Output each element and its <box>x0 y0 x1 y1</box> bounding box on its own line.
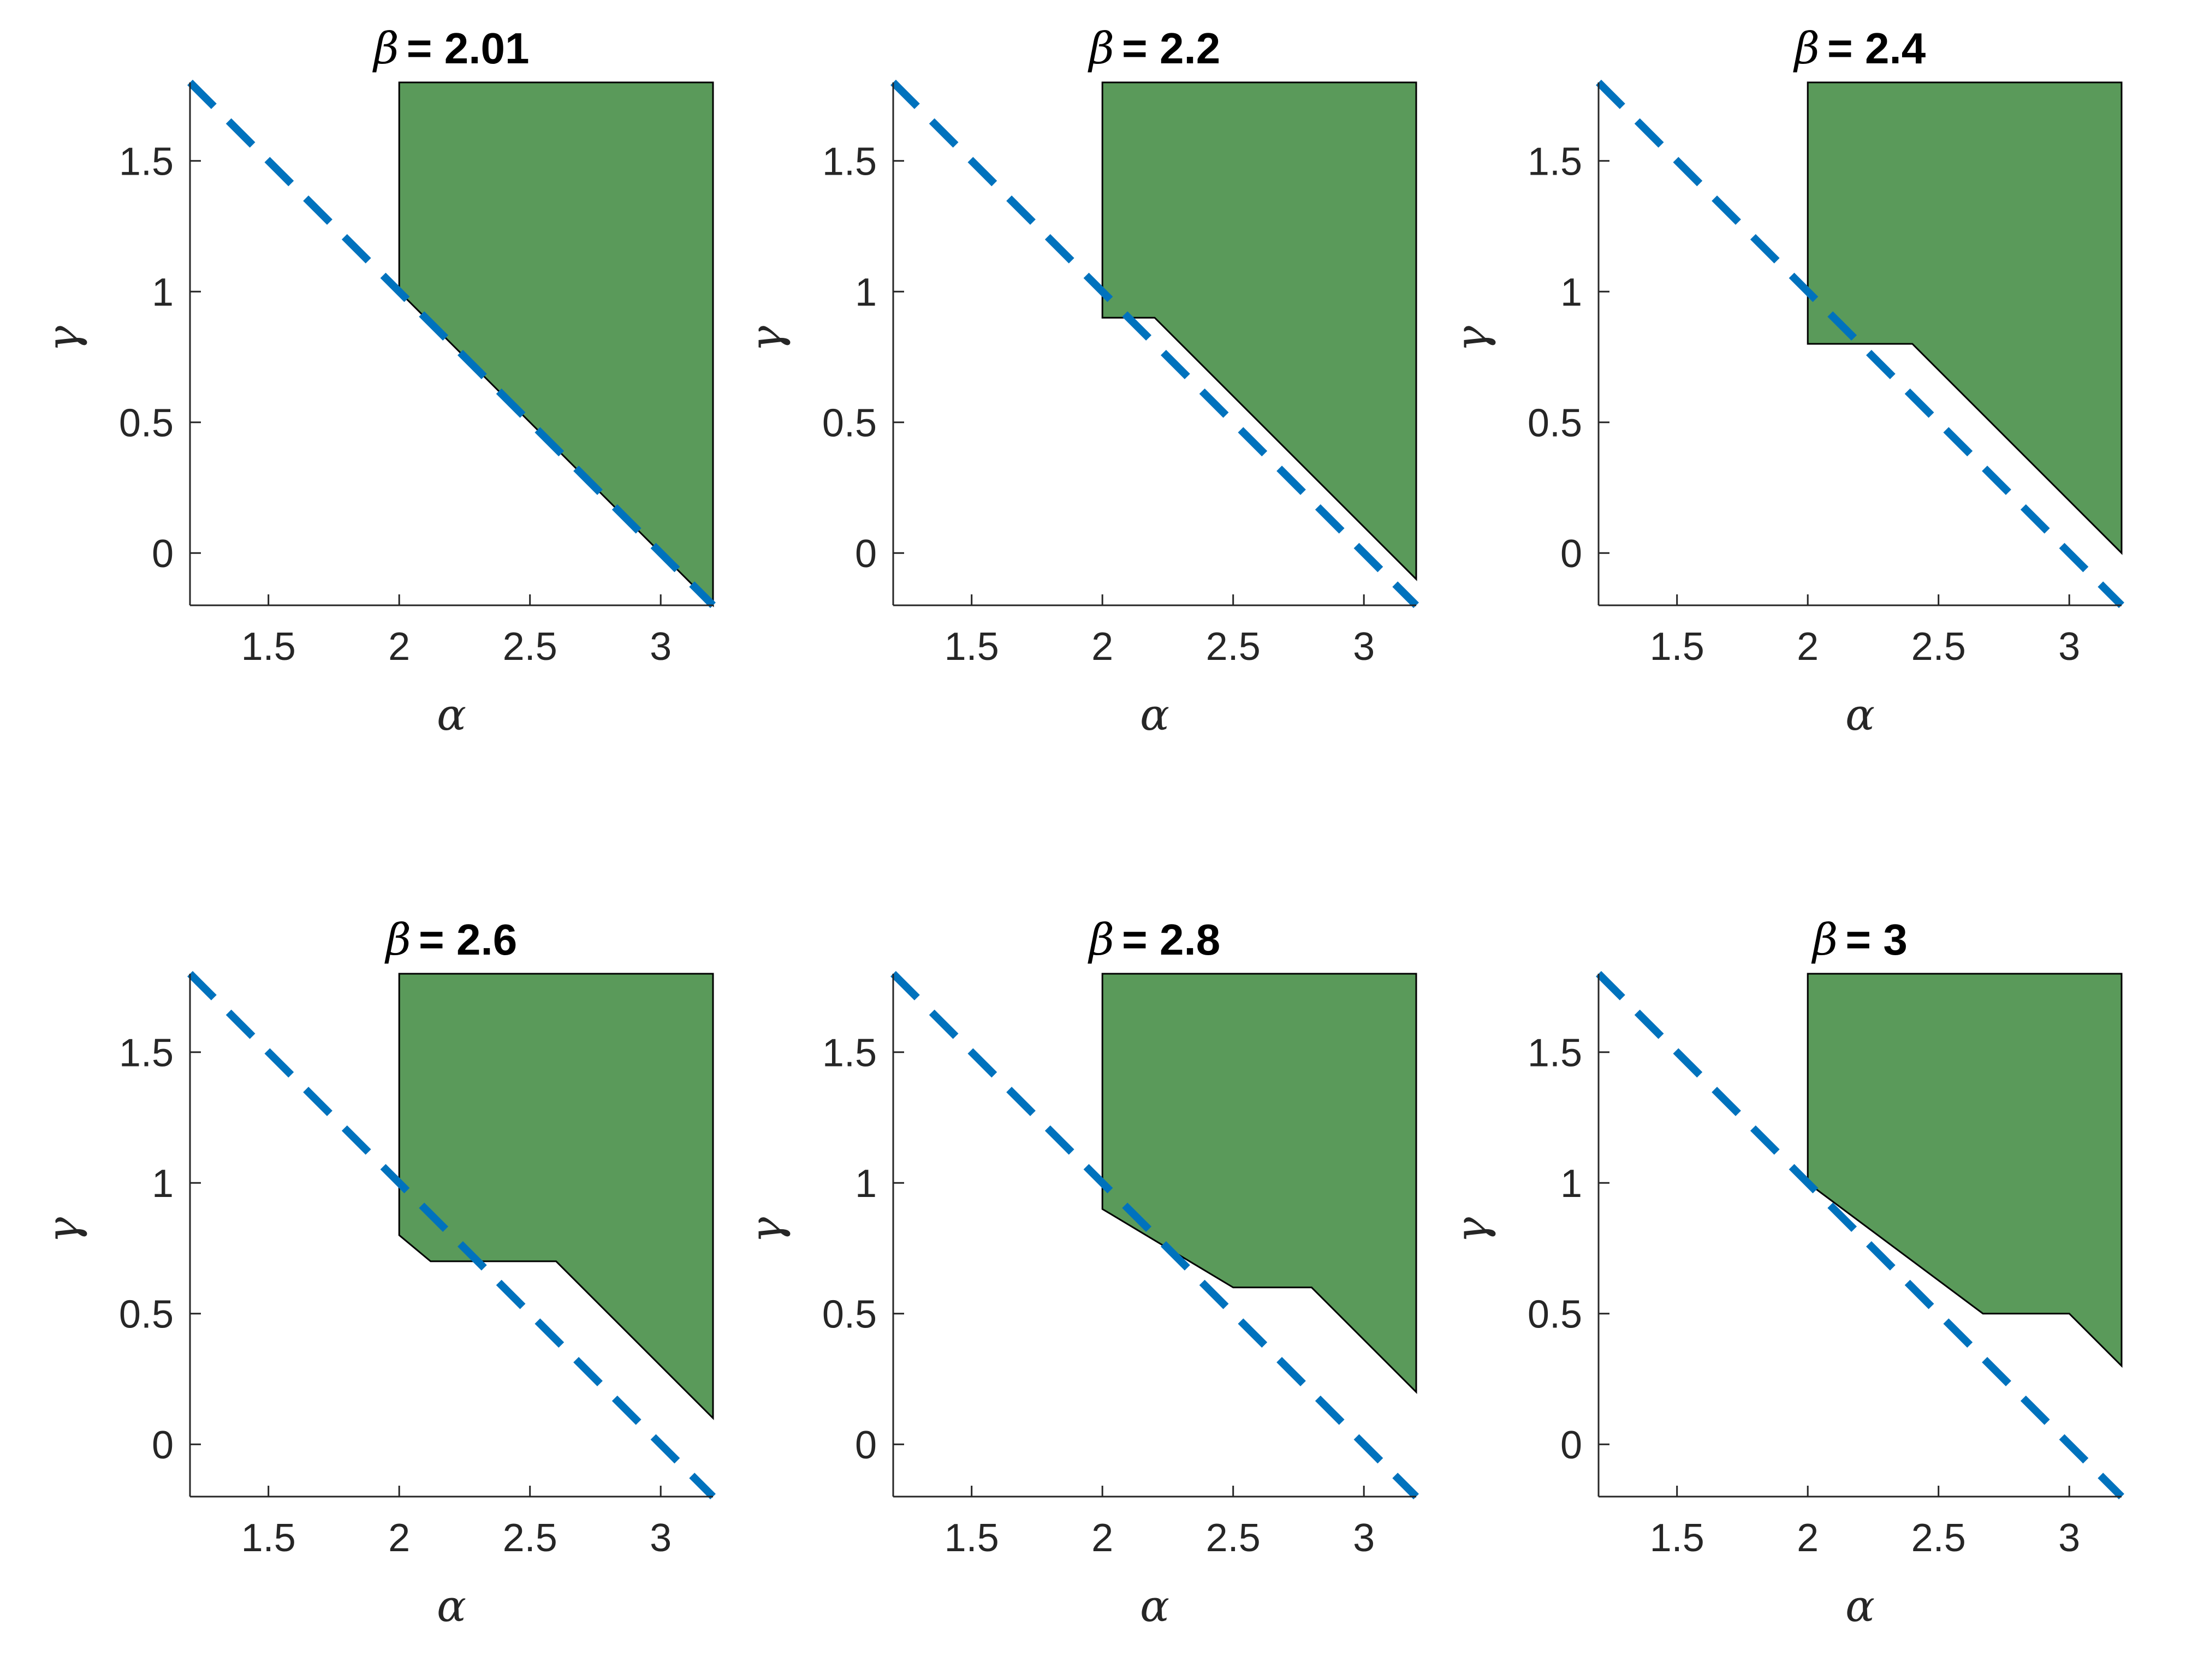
y-tick-label: 1 <box>1560 1162 1582 1206</box>
x-tick-label: 2.5 <box>1911 1516 1966 1560</box>
subplot-title: β = 2.6 <box>384 914 517 965</box>
y-tick-label: 0.5 <box>822 1293 877 1337</box>
y-tick-label: 0 <box>152 532 174 576</box>
y-axis-label: γ <box>741 326 792 352</box>
x-axis-label: α <box>1140 689 1169 740</box>
y-tick-label: 1.5 <box>1528 140 1582 184</box>
x-tick-label: 3 <box>1353 625 1375 669</box>
x-tick-label: 2 <box>388 1516 410 1560</box>
x-axis-label: α <box>1845 1581 1875 1631</box>
y-tick-label: 1 <box>152 1162 174 1206</box>
title-value: = 3 <box>1845 915 1907 964</box>
x-tick-label: 3 <box>650 625 672 669</box>
y-tick-label: 0 <box>1560 1423 1582 1467</box>
x-tick-label: 2 <box>1091 625 1113 669</box>
subplot-4: 1.5 2 2.5 3 0 0.5 1 1.5 α γ β = 2.6 <box>38 914 716 1631</box>
x-axis-label: α <box>437 1581 466 1631</box>
dashed-reference-line <box>1596 971 2124 1499</box>
dashed-reference-line <box>1596 80 2124 608</box>
x-tick-label: 2.5 <box>1206 625 1261 669</box>
y-tick-label: 0.5 <box>1528 402 1582 445</box>
x-tick-label: 2.5 <box>1911 625 1966 669</box>
x-tick-label: 2.5 <box>503 1516 557 1560</box>
subplot-title: β = 2.01 <box>372 23 530 74</box>
x-tick-label: 2 <box>1797 625 1819 669</box>
y-tick-label: 1.5 <box>822 140 877 184</box>
x-axis-label: α <box>437 689 466 740</box>
subplot-title: β = 3 <box>1811 914 1908 965</box>
x-tick-label: 1.5 <box>945 625 999 669</box>
title-symbol: β <box>372 23 399 74</box>
title-value: = 2.4 <box>1827 24 1926 73</box>
feasible-region <box>1101 81 1417 581</box>
y-tick-label: 1.5 <box>1528 1032 1582 1075</box>
subplot-1: 1.5 2 2.5 3 0 0.5 1 1.5 α γ β = 2.01 <box>38 23 716 740</box>
x-tick-label: 1.5 <box>945 1516 999 1560</box>
y-tick-label: 1 <box>152 271 174 314</box>
y-tick-label: 1 <box>855 1162 877 1206</box>
title-symbol: β <box>1793 23 1820 74</box>
title-symbol: β <box>1811 914 1838 965</box>
y-tick-label: 0.5 <box>119 402 174 445</box>
x-tick-label: 3 <box>2058 1516 2080 1560</box>
x-tick-label: 2.5 <box>1206 1516 1261 1560</box>
feasible-region <box>398 973 714 1420</box>
dashed-reference-line <box>890 971 1419 1499</box>
title-value: = 2.2 <box>1122 24 1220 73</box>
y-tick-label: 1.5 <box>822 1032 877 1075</box>
y-tick-label: 0 <box>152 1423 174 1467</box>
y-axis-label: γ <box>38 1217 88 1243</box>
feasible-region <box>1101 973 1417 1395</box>
x-tick-label: 3 <box>650 1516 672 1560</box>
dashed-reference-line <box>890 80 1419 608</box>
y-tick-label: 1 <box>855 271 877 314</box>
feasible-region <box>398 81 714 607</box>
title-value: = 2.8 <box>1122 915 1220 964</box>
subplot-title: β = 2.8 <box>1088 914 1220 965</box>
y-tick-label: 1.5 <box>119 1032 174 1075</box>
subplot-title: β = 2.4 <box>1793 23 1926 74</box>
x-tick-label: 1.5 <box>1650 1516 1704 1560</box>
y-tick-label: 0 <box>1560 532 1582 576</box>
title-value: = 2.6 <box>419 915 517 964</box>
x-tick-label: 2 <box>1797 1516 1819 1560</box>
x-tick-label: 1.5 <box>241 625 296 669</box>
dashed-reference-line <box>187 971 716 1499</box>
title-symbol: β <box>1088 914 1114 965</box>
feasible-region <box>1807 81 2123 555</box>
y-tick-label: 1.5 <box>119 140 174 184</box>
x-tick-label: 3 <box>1353 1516 1375 1560</box>
subplot-2: 1.5 2 2.5 3 0 0.5 1 1.5 α γ β = 2.2 <box>741 23 1419 740</box>
title-symbol: β <box>384 914 411 965</box>
x-tick-label: 3 <box>2058 625 2080 669</box>
subplot-5: 1.5 2 2.5 3 0 0.5 1 1.5 α γ β = 2.8 <box>741 914 1419 1631</box>
title-value: = 2.01 <box>407 24 530 73</box>
y-axis-label: γ <box>1446 1217 1497 1243</box>
feasible-region <box>1807 973 2123 1368</box>
y-tick-label: 0.5 <box>119 1293 174 1337</box>
dashed-reference-line <box>187 80 716 608</box>
x-tick-label: 2 <box>1091 1516 1113 1560</box>
y-tick-label: 1 <box>1560 271 1582 314</box>
x-axis-label: α <box>1845 689 1875 740</box>
y-tick-label: 0.5 <box>1528 1293 1582 1337</box>
x-tick-label: 2 <box>388 625 410 669</box>
x-tick-label: 1.5 <box>241 1516 296 1560</box>
y-tick-label: 0 <box>855 532 877 576</box>
y-tick-label: 0.5 <box>822 402 877 445</box>
subplot-title: β = 2.2 <box>1088 23 1220 74</box>
subplot-3: 1.5 2 2.5 3 0 0.5 1 1.5 α γ β = 2.4 <box>1446 23 2124 740</box>
y-axis-label: γ <box>38 326 88 352</box>
y-tick-label: 0 <box>855 1423 877 1467</box>
x-tick-label: 2.5 <box>503 625 557 669</box>
y-axis-label: γ <box>741 1217 792 1243</box>
subplot-6: 1.5 2 2.5 3 0 0.5 1 1.5 α γ β = 3 <box>1446 914 2124 1631</box>
title-symbol: β <box>1088 23 1114 74</box>
y-axis-label: γ <box>1446 326 1497 352</box>
x-tick-label: 1.5 <box>1650 625 1704 669</box>
x-axis-label: α <box>1140 1581 1169 1631</box>
